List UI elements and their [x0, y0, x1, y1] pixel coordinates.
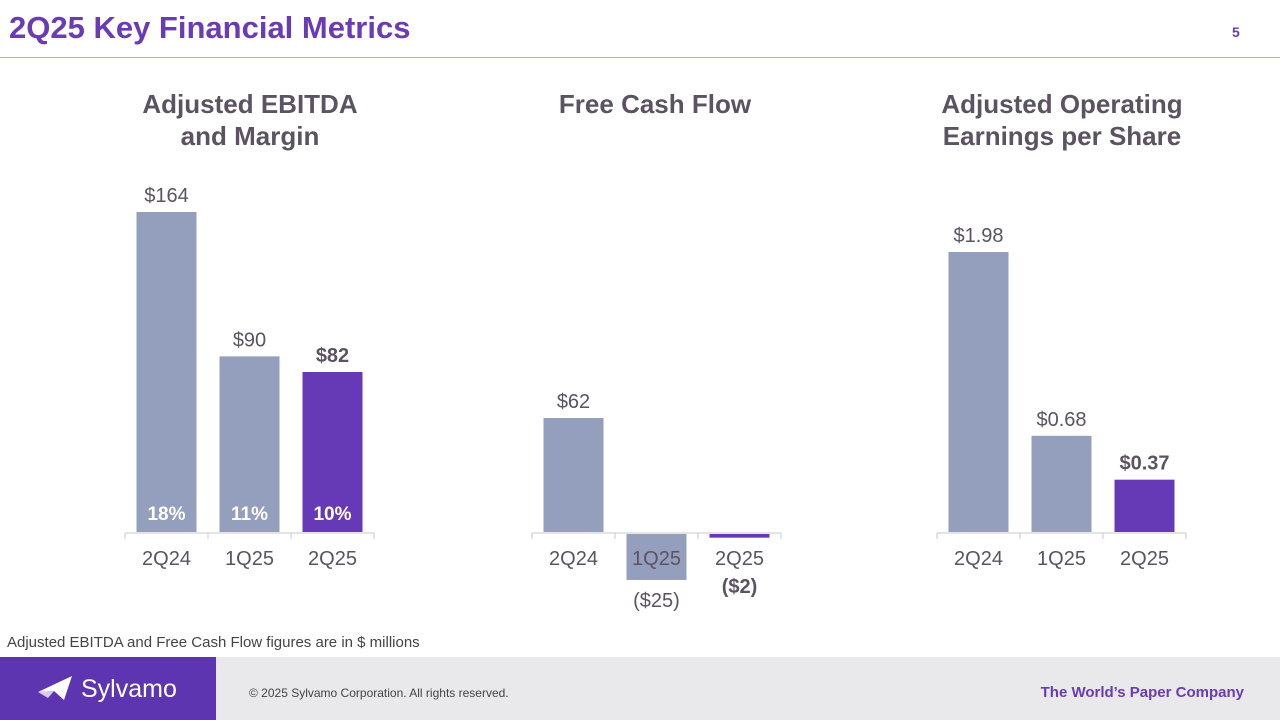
eps-value-label: $1.98	[953, 225, 1003, 247]
ebitda-margin-label: 18%	[147, 504, 185, 525]
eps-value-label: $0.68	[1036, 409, 1086, 431]
key-metrics-charts: 2Q24 $164 18% 1Q25 $90 11% 2Q25 $82 10% 2Q24 $62 1Q…	[124, 185, 1187, 612]
eps-category-label: 2Q25	[1120, 548, 1169, 570]
ebitda-bar-1q25	[219, 356, 280, 532]
fcf-bar-2q24	[543, 418, 604, 532]
fcf-value-label: ($2)	[722, 576, 758, 598]
ebitda-chart-title: Adjusted EBITDA and Margin	[70, 88, 430, 152]
ebitda-value-label: $90	[233, 329, 266, 351]
ebitda-value-label: $82	[316, 345, 349, 367]
fcf-bar-2q25	[709, 534, 770, 538]
eps-title-line-1: Adjusted Operating	[941, 89, 1183, 119]
ebitda-category-label: 2Q25	[308, 548, 357, 570]
ebitda-bar-2q25	[302, 372, 363, 532]
ebitda-title-line-2: and Margin	[180, 121, 320, 151]
eps-bar-2q24	[948, 252, 1009, 532]
footnote: Adjusted EBITDA and Free Cash Flow figur…	[7, 634, 420, 651]
copyright-text: © 2025 Sylvamo Corporation. All rights r…	[249, 686, 509, 700]
eps-value-label: $0.37	[1119, 453, 1169, 475]
title-divider	[0, 57, 1280, 58]
eps-chart-title: Adjusted Operating Earnings per Share	[882, 88, 1242, 152]
brand-name: Sylvamo	[81, 675, 177, 703]
ebitda-bar-2q24	[136, 212, 197, 532]
paper-plane-icon	[38, 676, 72, 700]
fcf-value-label: $62	[557, 391, 590, 413]
tagline: The World’s Paper Company	[1040, 684, 1244, 701]
fcf-value-label: ($25)	[633, 590, 680, 612]
fcf-chart-title: Free Cash Flow	[475, 88, 835, 120]
eps-category-label: 2Q24	[954, 548, 1003, 570]
ebitda-margin-label: 11%	[231, 504, 268, 525]
eps-bar-2q25	[1114, 479, 1175, 532]
ebitda-margin-label: 10%	[313, 504, 351, 525]
fcf-category-label: 2Q25	[715, 548, 764, 570]
eps-bar-1q25	[1031, 435, 1092, 532]
fcf-bar-1q25	[626, 534, 687, 580]
fcf-category-label: 1Q25	[632, 548, 681, 570]
ebitda-category-label: 1Q25	[225, 548, 274, 570]
eps-category-label: 1Q25	[1037, 548, 1086, 570]
slide-title: 2Q25 Key Financial Metrics	[9, 10, 411, 45]
page-number: 5	[1232, 24, 1240, 40]
fcf-title-line-1: Free Cash Flow	[558, 89, 752, 119]
ebitda-value-label: $164	[144, 185, 189, 207]
fcf-category-label: 2Q24	[549, 548, 598, 570]
footer: Sylvamo © 2025 Sylvamo Corporation. All …	[0, 657, 1280, 720]
ebitda-title-line-1: Adjusted EBITDA	[142, 89, 358, 119]
brand-logo: Sylvamo	[0, 657, 216, 720]
ebitda-category-label: 2Q24	[142, 548, 191, 570]
eps-title-line-2: Earnings per Share	[942, 121, 1182, 151]
